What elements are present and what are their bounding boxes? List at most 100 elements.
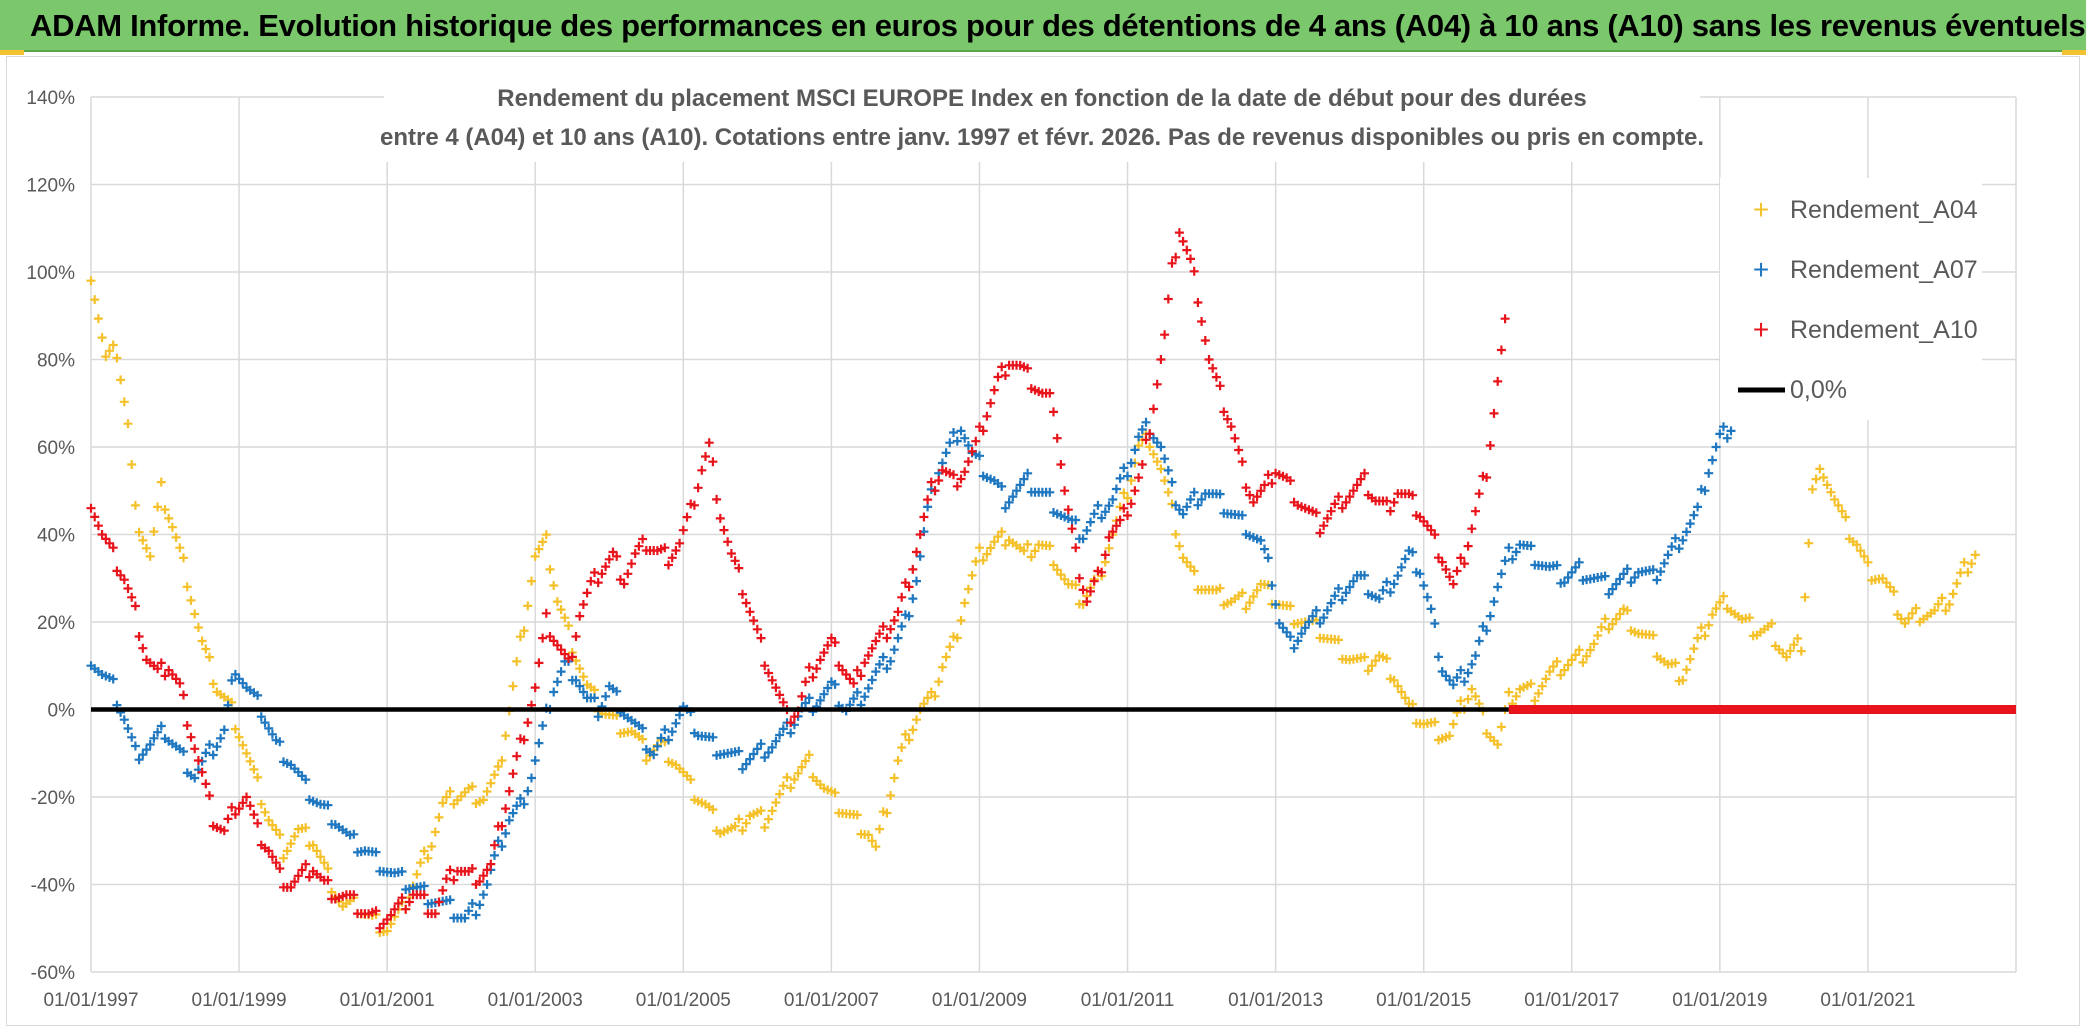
- data-points: [86, 228, 1980, 937]
- point-rendement-a04: [1704, 620, 1714, 630]
- point-rendement-a04: [1715, 597, 1725, 607]
- point-rendement-a07: [871, 667, 881, 677]
- point-rendement-a07: [652, 741, 662, 751]
- point-rendement-a07: [1345, 582, 1355, 592]
- point-rendement-a04: [1711, 604, 1721, 613]
- point-rendement-a04: [1822, 480, 1832, 490]
- point-rendement-a04: [986, 543, 996, 553]
- point-rendement-a10: [860, 658, 870, 668]
- point-rendement-a04: [238, 740, 248, 750]
- point-rendement-a10: [512, 751, 522, 761]
- point-rendement-a07: [508, 808, 518, 818]
- point-rendement-a04: [764, 814, 773, 824]
- point-rendement-a10: [689, 500, 699, 510]
- point-rendement-a07: [904, 611, 914, 621]
- point-rendement-a10: [893, 607, 903, 617]
- point-rendement-a07: [1508, 554, 1517, 564]
- point-rendement-a04: [1119, 488, 1129, 498]
- point-rendement-a07: [949, 428, 958, 437]
- point-rendement-a04: [967, 570, 977, 580]
- point-rendement-a04: [1430, 717, 1440, 727]
- point-rendement-a04: [1604, 624, 1614, 634]
- point-rendement-a04: [1789, 640, 1799, 650]
- point-rendement-a04: [930, 691, 940, 701]
- point-rendement-a10: [219, 826, 229, 836]
- point-rendement-a10: [1485, 441, 1495, 450]
- point-rendement-a04: [775, 789, 785, 799]
- point-rendement-a07: [1156, 442, 1166, 452]
- point-rendement-a07: [1100, 507, 1110, 517]
- point-rendement-a04: [242, 748, 251, 758]
- point-rendement-a07: [1408, 547, 1418, 557]
- point-rendement-a04: [912, 715, 921, 725]
- point-rendement-a04: [1622, 605, 1632, 615]
- point-rendement-a04: [515, 632, 525, 642]
- point-rendement-a10: [634, 541, 644, 551]
- point-rendement-a10: [912, 547, 921, 557]
- legend-label-a10: Rendement_A10: [1790, 316, 1978, 344]
- point-rendement-a04: [1071, 580, 1081, 590]
- point-rendement-a10: [264, 846, 274, 856]
- point-rendement-a07: [471, 910, 481, 920]
- point-rendement-a07: [501, 828, 511, 838]
- point-rendement-a07: [660, 725, 670, 735]
- point-rendement-a07: [1608, 584, 1617, 594]
- point-rendement-a04: [1648, 630, 1658, 640]
- point-rendement-a07: [397, 867, 407, 876]
- point-rendement-a10: [323, 875, 333, 885]
- point-rendement-a07: [1711, 442, 1721, 452]
- point-rendement-a04: [530, 551, 540, 561]
- point-rendement-a04: [234, 732, 244, 742]
- point-rendement-a04: [534, 544, 544, 554]
- legend-label-a07: Rendement_A07: [1790, 256, 1978, 284]
- point-rendement-a07: [1134, 432, 1144, 442]
- point-rendement-a10: [815, 655, 825, 665]
- point-rendement-a04: [179, 553, 188, 563]
- point-rendement-a04: [1559, 665, 1569, 675]
- point-rendement-a10: [1000, 371, 1010, 380]
- point-rendement-a04: [1445, 731, 1455, 741]
- point-rendement-a04: [1371, 656, 1381, 666]
- point-rendement-a07: [504, 815, 514, 825]
- point-rendement-a10: [1322, 513, 1332, 523]
- point-rendement-a07: [1670, 533, 1680, 543]
- point-rendement-a10: [1389, 497, 1399, 507]
- point-rendement-a07: [1715, 429, 1725, 439]
- point-rendement-a10: [1441, 565, 1451, 574]
- point-rendement-a10: [627, 559, 636, 569]
- point-rendement-a10: [1074, 573, 1084, 583]
- point-rendement-a04: [552, 597, 562, 607]
- point-rendement-a07: [149, 733, 159, 743]
- point-rendement-a10: [419, 890, 429, 900]
- point-rendement-a10: [1385, 506, 1395, 516]
- point-rendement-a04: [886, 791, 896, 800]
- point-rendement-a10: [1245, 490, 1255, 500]
- title-background: [384, 84, 1700, 162]
- point-rendement-a04: [427, 842, 437, 851]
- legend-background: [1720, 178, 1982, 420]
- point-rendement-a10: [808, 672, 818, 682]
- point-rendement-a07: [815, 695, 825, 705]
- point-rendement-a10: [1097, 567, 1107, 577]
- point-rendement-a07: [734, 746, 744, 756]
- point-rendement-a04: [1804, 538, 1814, 548]
- chart-title-line-2: entre 4 (A04) et 10 ans (A10). Cotations…: [380, 124, 1704, 151]
- point-rendement-a10: [1482, 473, 1492, 482]
- point-rendement-a07: [878, 652, 888, 662]
- point-rendement-a07: [1008, 492, 1018, 502]
- point-rendement-a10: [541, 608, 551, 618]
- point-rendement-a04: [308, 840, 318, 850]
- point-rendement-a04: [1593, 631, 1603, 640]
- point-rendement-a10: [123, 584, 133, 593]
- point-rendement-a04: [1782, 652, 1791, 662]
- point-rendement-a07: [1419, 581, 1429, 590]
- point-rendement-a04: [264, 815, 274, 825]
- point-rendement-a07: [1707, 455, 1717, 465]
- point-rendement-a07: [267, 729, 277, 739]
- point-rendement-a04: [1596, 622, 1606, 632]
- point-rendement-a10: [904, 582, 914, 592]
- point-rendement-a07: [1626, 578, 1636, 587]
- point-rendement-a07: [1456, 665, 1466, 675]
- point-rendement-a04: [971, 557, 981, 566]
